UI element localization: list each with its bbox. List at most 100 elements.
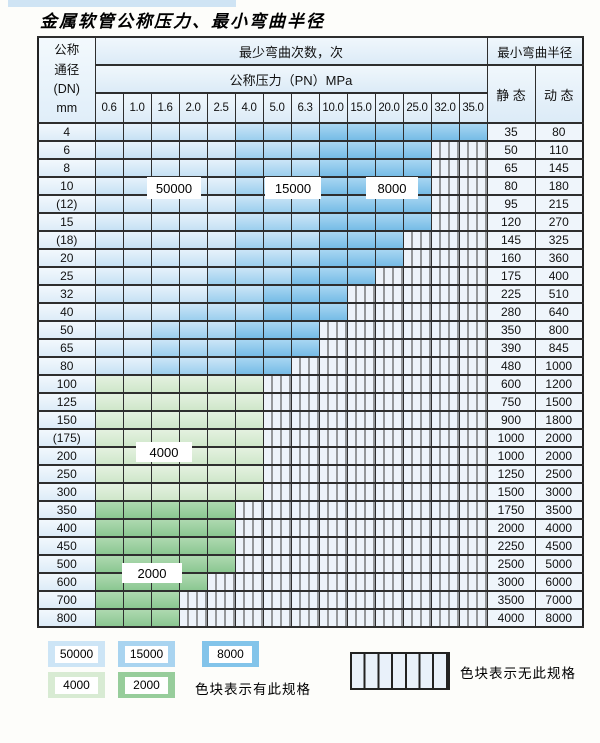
static-value: 280 [486,302,536,322]
spec-cell [122,464,152,484]
legend-chip-8000: 8000 [202,641,259,667]
no-spec-cell [318,464,348,484]
table-row: 4 35 80 [37,122,584,142]
spec-cell [94,410,124,430]
spec-cell [318,212,348,232]
no-spec-cell [346,536,376,556]
spec-cell [206,338,236,358]
no-spec-cell [458,572,488,592]
no-spec-cell [402,464,432,484]
spec-cell [94,572,124,592]
no-spec-cell [318,482,348,502]
table-row: 15 120 270 [37,212,584,232]
static-value: 600 [486,374,536,394]
no-spec-cell [458,482,488,502]
pressure-column-header: 15.0 [346,92,376,124]
spec-cell [150,248,180,268]
no-spec-cell [374,500,404,520]
spec-cell [262,248,292,268]
static-value: 4000 [486,608,536,628]
corner-line: 通径 [54,62,80,77]
no-spec-cell [402,410,432,430]
dn-cell: 65 [37,338,96,358]
dn-cell: 500 [37,554,96,574]
no-spec-cell [458,338,488,358]
no-spec-cell [318,428,348,448]
spec-cell [122,158,152,178]
pressure-column-header: 32.0 [430,92,460,124]
spec-cell [234,176,264,196]
spec-cell [206,428,236,448]
spec-cell [206,266,236,286]
spec-cell [374,140,404,160]
no-spec-cell [430,158,460,178]
no-spec-cell [430,518,460,538]
dynamic-value: 180 [534,176,584,196]
no-spec-cell [318,356,348,376]
no-spec-cell [430,338,460,358]
pressure-column-header: 1.0 [122,92,152,124]
no-spec-cell [374,554,404,574]
legend-no-spec-text: 色块表示无此规格 [460,666,576,681]
dn-cell: 150 [37,410,96,430]
spec-cell [262,302,292,322]
no-spec-cell [346,374,376,394]
spec-cell [150,122,180,142]
no-spec-cell [374,572,404,592]
no-spec-cell [318,446,348,466]
static-value: 80 [486,176,536,196]
spec-cell [290,248,320,268]
spec-cell [234,122,264,142]
no-spec-cell [374,410,404,430]
spec-cell [122,482,152,502]
no-spec-cell [374,320,404,340]
dn-cell: 125 [37,392,96,412]
spec-cell [178,392,208,412]
no-spec-cell [346,428,376,448]
no-spec-cell [262,500,292,520]
dn-cell: 32 [37,284,96,304]
no-spec-cell [374,356,404,376]
spec-cell [346,248,376,268]
static-value: 480 [486,356,536,376]
no-spec-cell [402,554,432,574]
spec-cell [150,482,180,502]
no-spec-cell [374,338,404,358]
spec-cell [346,212,376,232]
spec-cell [234,284,264,304]
no-spec-cell [430,140,460,160]
no-spec-cell [318,500,348,520]
spec-cell [150,500,180,520]
header-row-2: 公称压力（PN）MPa 静 态 动 态 [38,64,584,124]
no-spec-cell [290,428,320,448]
no-spec-cell [458,320,488,340]
no-spec-cell [234,518,264,538]
no-spec-cell [262,374,292,394]
no-spec-cell [402,590,432,610]
spec-cell [178,140,208,160]
spec-cell [318,140,348,160]
spec-cell [178,158,208,178]
legend-chip-15000: 15000 [118,641,175,667]
no-spec-cell [402,266,432,286]
spec-cell [318,158,348,178]
spec-cell [94,356,124,376]
spec-cell [94,482,124,502]
spec-cell [234,212,264,232]
table-row: 20 160 360 [37,248,584,268]
spec-cell [234,158,264,178]
top-strip [8,0,236,7]
spec-cell [206,122,236,142]
spec-cell [94,428,124,448]
no-spec-cell [402,392,432,412]
no-spec-cell [402,374,432,394]
spec-cell [206,284,236,304]
no-spec-cell [318,572,348,592]
no-spec-cell [458,392,488,412]
spec-cell [122,392,152,412]
spec-cell [122,500,152,520]
spec-table: 公称 通径 (DN) mm 最少弯曲次数，次 最小弯曲半径 公称压力（PN）MPa 静… [37,36,584,628]
spec-cell [234,428,264,448]
no-spec-cell [458,266,488,286]
spec-cell [234,320,264,340]
